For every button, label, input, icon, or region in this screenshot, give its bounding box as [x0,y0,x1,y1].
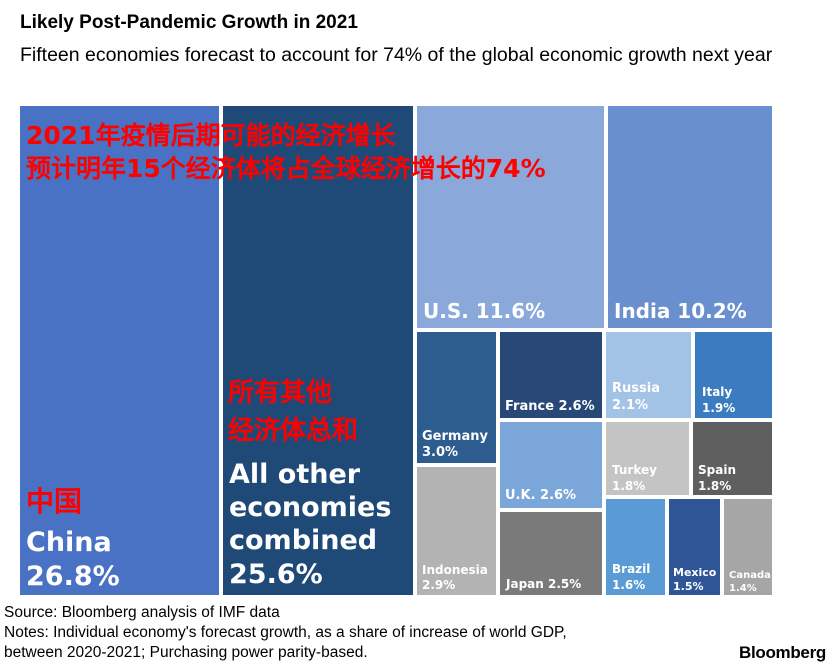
treemap-tile-france: France 2.6% [498,330,604,420]
treemap-value-spain: 1.8% [698,479,732,493]
treemap-value-china: 26.8% [26,561,120,592]
treemap-label-turkey: Turkey [612,463,657,477]
chart-title: Likely Post-Pandemic Growth in 2021 [20,12,358,33]
treemap-value-others: 25.6% [229,559,323,590]
treemap-label-italy: Italy [702,385,733,399]
treemap-value-brazil: 1.6% [612,578,646,592]
chinese-others-line-2: 经济体总和 [228,416,359,446]
chinese-others-line-1: 所有其他 [228,378,333,408]
treemap-label-others: All other economies combined [229,459,392,556]
treemap-label-india: India 10.2% [614,299,747,323]
chart-subtitle: Fifteen economies forecast to account fo… [20,44,773,66]
treemap-tile-china: China 26.8% [18,104,221,597]
treemap-tile-spain: Spain 1.8% [691,420,774,497]
treemap-tile-russia: Russia 2.1% [604,330,693,420]
treemap-tile-canada: Canada 1.4% [722,497,774,597]
treemap-label-uk: U.K. 2.6% [505,488,577,503]
treemap-label-russia: Russia [612,381,660,396]
source-line: Source: Bloomberg analysis of IMF data [4,604,280,621]
treemap-tile-us: U.S. 11.6% [415,104,606,330]
treemap-label-indonesia: Indonesia [422,563,488,577]
treemap-value-italy: 1.9% [702,401,736,415]
treemap-value-germany: 3.0% [422,445,459,460]
treemap-tile-brazil: Brazil 1.6% [604,497,667,597]
treemap-label-germany: Germany [422,429,488,444]
treemap-label-spain: Spain [698,463,736,477]
treemap-label-china: China [26,527,112,558]
chinese-title-line-1: 2021年疫情后期可能的经济增长 [26,121,396,150]
treemap-label-france: France 2.6% [505,399,595,414]
treemap-tile-turkey: Turkey 1.8% [604,420,691,497]
treemap-tile-germany: Germany 3.0% [415,330,498,465]
notes-line-1: Notes: Individual economy's forecast gro… [4,624,567,641]
chinese-title-line-2: 预计明年15个经济体将占全球经济增长的74% [26,154,546,183]
treemap-tile-india: India 10.2% [606,104,774,330]
treemap-tile-indonesia: Indonesia 2.9% [415,465,498,597]
treemap-value-turkey: 1.8% [612,479,646,493]
treemap-value-indonesia: 2.9% [422,578,456,592]
treemap-label-brazil: Brazil [612,562,651,576]
notes-line-2: between 2020-2021; Purchasing power pari… [4,644,368,661]
treemap-tile-japan: Japan 2.5% [498,510,604,597]
treemap-tile-uk: U.K. 2.6% [498,420,604,510]
treemap-value-russia: 2.1% [612,398,649,413]
treemap-value-canada: 1.4% [729,583,757,594]
chinese-china-label: 中国 [26,485,83,518]
treemap-tile-mexico: Mexico 1.5% [667,497,722,597]
treemap-label-us: U.S. 11.6% [423,299,546,323]
chart-source: Source: Bloomberg analysis of IMF data N… [4,603,567,663]
treemap-tile-others: All other economies combined 25.6% [221,104,415,597]
treemap-label-japan: Japan 2.5% [506,577,582,591]
bloomberg-logo: Bloomberg [738,643,826,662]
treemap-value-mexico: 1.5% [673,580,704,593]
treemap-label-mexico: Mexico [673,566,717,579]
treemap-label-canada: Canada [729,570,771,581]
treemap-tile-italy: Italy 1.9% [693,330,774,420]
